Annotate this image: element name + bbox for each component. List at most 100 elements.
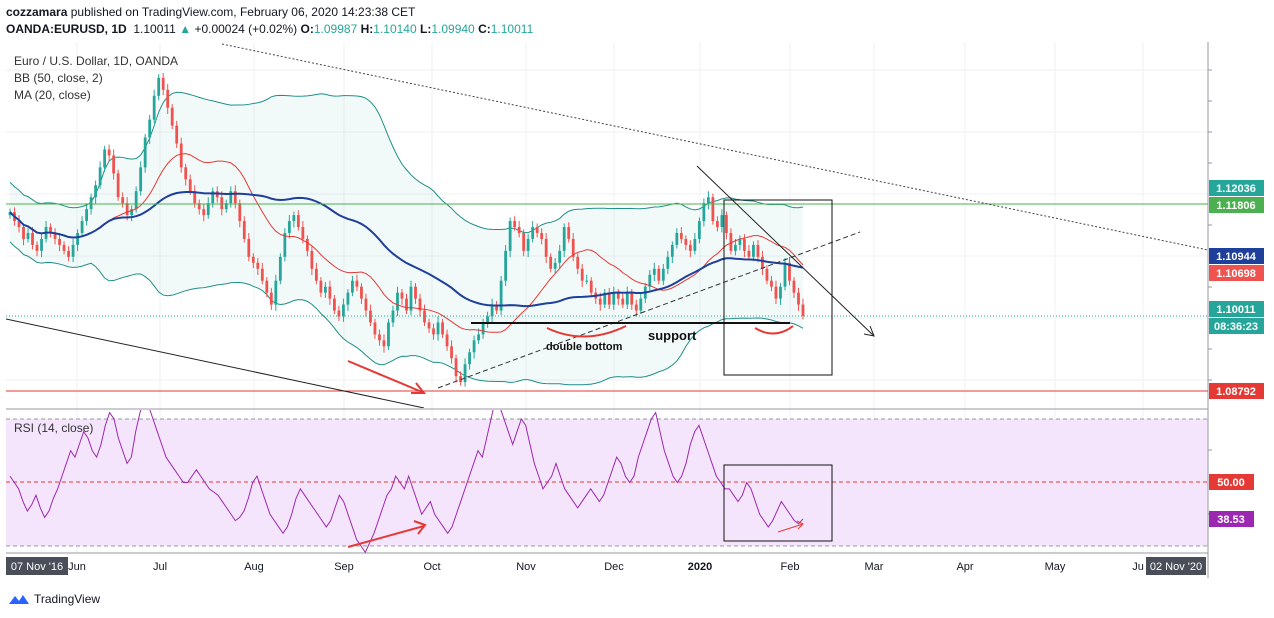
candle-body [472,340,476,353]
candle-body [463,364,467,383]
candle-body [211,191,215,204]
candle-body [432,328,435,335]
rsi-label-50: 50.00 [1217,477,1245,489]
candle-body [774,286,778,299]
candle-body [616,292,620,299]
x-tick-sep: Sep [334,561,354,573]
price-label-bb-basis: 1.10944 [1216,251,1257,263]
rsi-highlight-box [723,464,833,542]
candle-body [765,268,769,281]
candle-body [535,227,539,233]
candle-body [53,232,57,239]
candle-body [89,197,93,210]
candle-body [373,322,377,335]
rsi-small-arrow [777,523,804,533]
candle-body [161,77,165,90]
candle-body [495,304,499,311]
candle-body [589,280,593,293]
candle-body [702,203,706,222]
ascending-dashed-trendline [437,231,861,389]
annotation-support: support [648,328,697,343]
candle-body [576,256,580,269]
candle-body [265,280,269,293]
high-value: 1.10140 [373,22,417,36]
candle-body [657,268,661,281]
candle-body [459,376,462,383]
candle-body [17,221,21,228]
legend-instrument[interactable]: Euro / U.S. Dollar, 1D, OANDA [14,54,179,68]
price-label-ma: 1.10698 [1216,268,1256,280]
tradingview-logo[interactable]: TradingView [8,592,100,606]
candle-body [355,280,359,287]
candle-body [436,322,440,335]
candle-body [238,203,242,222]
candle-body [580,268,584,281]
x-tick-nov: Nov [516,561,536,573]
candle-body [233,191,237,204]
candle-body [797,292,800,305]
candle-body [499,280,503,311]
candle-body [441,322,444,335]
price-labels: 1.12036 1.11806 1.10944 1.10698 1.10011 … [1209,180,1264,527]
candle-body [513,221,517,228]
second-bottom-arc [754,325,794,335]
candle-body [35,244,39,251]
candle-body [454,358,458,377]
candle-body [188,179,192,192]
candle-body [725,215,728,233]
x-tick-oct: Oct [423,561,440,573]
candle-body [639,298,643,311]
candle-body [517,227,521,233]
candle-body [598,298,602,305]
last-price: 1.10011 [133,22,176,36]
candle-body [526,238,530,251]
candle-body [693,238,697,251]
candle-body [648,274,652,287]
candle-body [80,221,84,233]
up-arrow-icon: ▲ [179,22,192,36]
candle-body [130,209,134,216]
candle-body [116,173,120,198]
x-tick-may: May [1045,561,1066,573]
candle-body [427,322,431,329]
candle-body [85,209,88,222]
candle-body [342,304,345,317]
candle-body [224,203,228,210]
price-label-last: 1.10011 [1216,304,1255,316]
low-label: L: [420,22,432,36]
candle-body [157,77,161,96]
candle-body [71,244,75,257]
publish-info: cozzamara published on TradingView.com, … [6,5,415,19]
candle-body [607,292,611,305]
legend-rsi[interactable]: RSI (14, close) [14,421,94,435]
candle-body [229,191,233,204]
candle-body [184,167,188,180]
candle-body [477,334,480,341]
candle-body [107,149,111,156]
candle-body [328,286,332,299]
descending-arrow-head [863,325,875,337]
candle-body [193,191,197,204]
candle-body [450,346,453,359]
candle-body [301,227,305,239]
candle-body [801,304,805,316]
candle-body [783,262,787,287]
red-arrow-head [411,382,427,394]
candle-body [337,310,341,317]
legend-ma[interactable]: MA (20, close) [14,88,91,102]
price-axis-ticks [1208,69,1212,515]
x-tick-apr: Apr [956,561,973,573]
candle-body [143,137,147,168]
legend-bb[interactable]: BB (50, close, 2) [14,71,103,85]
candles [8,73,805,387]
x-tick-jul: Jul [153,561,167,573]
candle-body [323,286,327,293]
candle-body [405,298,408,311]
rsi-label-current: 38.53 [1217,514,1245,526]
candle-body [562,227,566,251]
price-label-low-level: 1.08792 [1216,386,1256,398]
candle-body [310,250,314,269]
candle-body [296,215,300,228]
candle-body [378,334,381,341]
